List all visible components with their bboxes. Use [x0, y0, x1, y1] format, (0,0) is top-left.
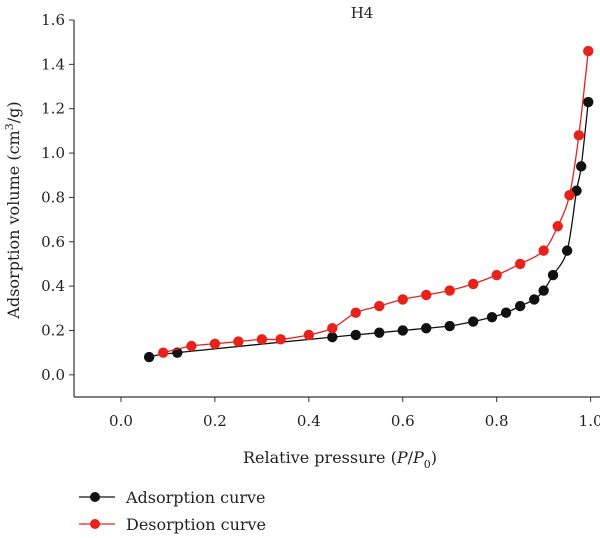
x-axis-title: Relative pressure (P/P0) [243, 448, 437, 471]
data-point-adsorption [327, 331, 338, 343]
data-point-adsorption [143, 351, 155, 363]
data-point-desorption [374, 300, 385, 312]
data-point-adsorption [547, 269, 559, 281]
x-tick-label: 0.2 [203, 412, 227, 430]
y-tick-label: 0.4 [41, 277, 65, 295]
series-line-adsorption [149, 101, 589, 358]
data-point-desorption [256, 334, 268, 345]
data-point-desorption [514, 258, 526, 270]
y-axis-ticks: 0.0 0.2 0.4 0.6 0.8 1.0 1.2 1.4 1.6 [41, 11, 74, 384]
data-point-adsorption [421, 323, 432, 334]
data-point-desorption [421, 289, 432, 301]
x-axis-title-subscript: 0 [424, 458, 431, 471]
series-desorption [158, 45, 594, 358]
legend-label-desorption: Desorption curve [126, 515, 266, 534]
y-tick-label: 0.2 [41, 321, 65, 339]
data-point-adsorption [576, 161, 587, 172]
data-point-desorption [209, 338, 221, 349]
data-point-desorption [467, 278, 479, 290]
legend-marker-desorption [90, 519, 100, 529]
legend-item-desorption: Desorption curve [79, 515, 266, 534]
data-point-adsorption [514, 300, 526, 312]
series-layer [143, 45, 594, 363]
y-tick-label: 0.8 [41, 188, 65, 206]
data-point-desorption [491, 269, 502, 281]
data-point-adsorption [350, 329, 361, 341]
y-axis-title: Adsorption volume (cm3/g) [3, 101, 23, 319]
data-point-adsorption [374, 327, 385, 338]
legend-marker-adsorption [90, 492, 100, 502]
data-point-adsorption [529, 294, 540, 305]
data-point-desorption [158, 347, 169, 358]
data-point-adsorption [583, 96, 594, 108]
data-point-adsorption [561, 245, 573, 256]
y-tick-label: 0.0 [41, 366, 65, 384]
y-tick-label: 1.0 [41, 144, 65, 162]
y-tick-label: 1.6 [41, 11, 65, 29]
data-point-adsorption [486, 311, 498, 323]
x-tick-label: 0.0 [109, 412, 133, 430]
data-point-desorption [397, 294, 408, 305]
data-point-desorption [573, 130, 585, 141]
data-point-desorption [327, 323, 338, 334]
data-point-desorption [538, 245, 549, 256]
y-axis-title-superscript: 3 [3, 123, 16, 130]
data-point-desorption [552, 221, 563, 232]
data-point-desorption [564, 189, 575, 201]
data-point-adsorption [467, 316, 479, 327]
data-point-desorption [303, 329, 315, 341]
data-point-adsorption [500, 307, 512, 318]
y-tick-label: 1.2 [41, 100, 65, 118]
legend-label-adsorption: Adsorption curve [125, 488, 266, 507]
y-tick-label: 1.4 [41, 55, 65, 73]
data-point-desorption [186, 340, 197, 352]
data-point-desorption [275, 334, 286, 345]
chart-title: H4 [351, 4, 374, 22]
x-tick-label: 0.4 [297, 412, 321, 430]
series-adsorption [143, 96, 594, 363]
x-tick-label: 1.0 [579, 412, 600, 430]
data-point-adsorption [397, 325, 408, 336]
data-point-desorption [444, 285, 455, 296]
data-point-adsorption [538, 285, 549, 296]
x-axis-ticks: 0.0 0.2 0.4 0.6 0.8 1.0 [109, 397, 600, 430]
legend-item-adsorption: Adsorption curve [79, 488, 266, 507]
x-tick-label: 0.8 [485, 412, 509, 430]
y-tick-label: 0.6 [41, 233, 65, 251]
legend: Adsorption curve Desorption curve [79, 488, 266, 534]
data-point-adsorption [444, 320, 455, 332]
data-point-desorption [350, 307, 361, 318]
x-tick-label: 0.6 [391, 412, 415, 430]
data-point-desorption [583, 45, 594, 57]
data-point-desorption [233, 336, 244, 347]
